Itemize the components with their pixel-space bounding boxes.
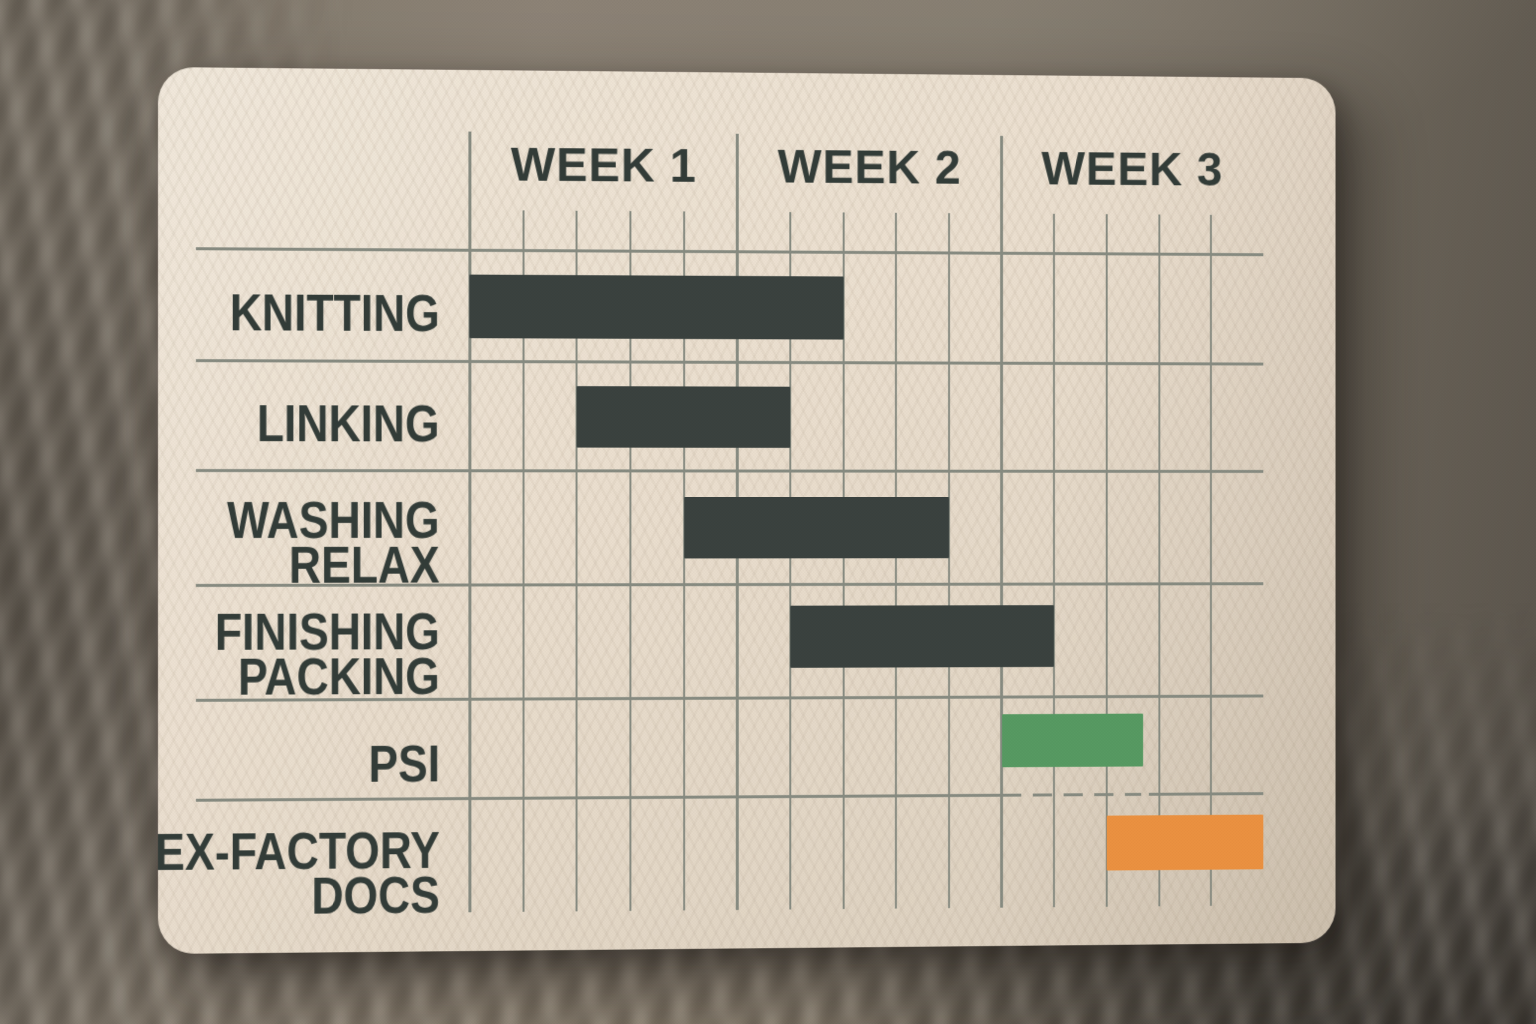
week-2-header: WEEK 2 xyxy=(777,140,962,195)
task-label-finishing-packing: FINISHING PACKING xyxy=(184,603,440,706)
task-label-psi: PSI xyxy=(359,735,440,793)
task-label-text: RELAX xyxy=(289,536,440,594)
task-label-text: PACKING xyxy=(238,648,440,706)
schedule-card: WEEK 1 WEEK 2 WEEK 3 KNITTING LINKING WA… xyxy=(158,67,1336,954)
task-label-washing-relax: WASHING RELAX xyxy=(198,492,440,594)
task-label-knitting: KNITTING xyxy=(201,283,440,342)
task-label-ex-factory-docs: EX-FACTORY DOCS xyxy=(158,822,440,925)
week-3-header: WEEK 3 xyxy=(1041,142,1224,196)
gantt-chart: WEEK 1 WEEK 2 WEEK 3 KNITTING LINKING WA… xyxy=(158,67,1336,954)
task-label-text: PSI xyxy=(368,735,440,793)
task-label-linking: LINKING xyxy=(232,394,440,452)
task-label-text: LINKING xyxy=(257,394,440,452)
gantt-text: WEEK 1 WEEK 2 WEEK 3 KNITTING LINKING WA… xyxy=(158,67,1336,954)
task-label-text: DOCS xyxy=(311,866,440,925)
task-label-text: KNITTING xyxy=(229,283,440,342)
week-1-header: WEEK 1 xyxy=(510,138,697,193)
